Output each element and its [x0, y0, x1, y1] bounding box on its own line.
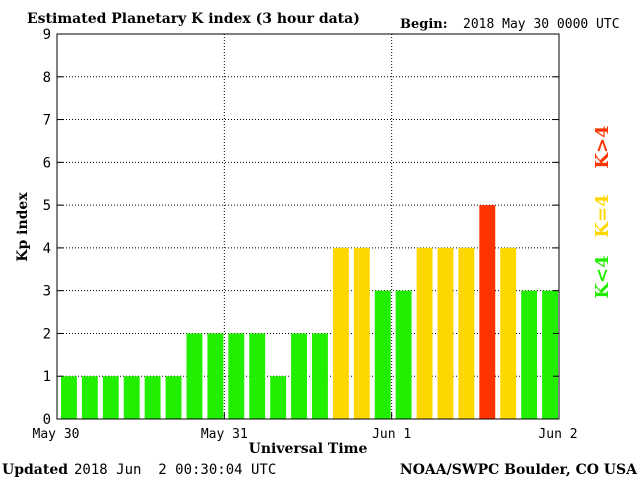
y-tick-label: 2 — [43, 326, 51, 342]
chart-title: Estimated Planetary K index (3 hour data… — [27, 11, 360, 27]
kp-bar — [500, 247, 517, 419]
updated-label: Updated — [2, 462, 68, 478]
kp-bar — [312, 333, 328, 419]
y-tick-label: 8 — [43, 70, 51, 86]
kp-bar — [144, 376, 161, 419]
kp-bar — [249, 333, 266, 419]
kp-bar — [395, 290, 412, 419]
plot-area-frame — [56, 33, 560, 420]
kp-bar — [542, 290, 558, 419]
legend-item: K>4 — [592, 125, 613, 168]
y-tick-label: 7 — [43, 113, 51, 129]
y-axis-label: Kp index — [15, 192, 31, 262]
begin-label: Begin: — [400, 17, 448, 32]
legend-item: K=4 — [592, 194, 613, 237]
y-tick-label: 3 — [43, 284, 51, 300]
kp-bar — [437, 247, 454, 419]
x-tick-label: Jun 1 — [372, 427, 411, 442]
y-tick-label: 6 — [43, 155, 51, 171]
kp-bar — [102, 376, 119, 419]
kp-bar — [228, 333, 245, 419]
y-tick-label: 9 — [43, 27, 51, 43]
kp-bar — [61, 376, 77, 419]
grid-lines — [57, 34, 559, 419]
y-tick-label: 5 — [43, 198, 51, 214]
credit-text: NOAA/SWPC Boulder, CO USA — [400, 462, 638, 478]
y-tick-label: 0 — [43, 412, 51, 428]
legend-item: K<4 — [592, 255, 613, 298]
kp-bar — [374, 290, 391, 419]
kp-bar — [270, 376, 287, 419]
kp-bar — [123, 376, 140, 419]
updated-timestamp: 2018 Jun 2 00:30:04 UTC — [74, 462, 276, 478]
kp-bar — [207, 333, 224, 419]
x-axis-ticks: May 30 May 31 Jun 1 Jun 2 — [33, 413, 578, 442]
kp-bar — [458, 247, 475, 419]
y-tick-label: 1 — [43, 369, 51, 385]
kp-bar — [81, 376, 98, 419]
x-tick-label: May 30 — [33, 427, 80, 442]
kp-bar — [291, 333, 307, 419]
y-tick-label: 4 — [43, 241, 51, 257]
y-axis-ticks: 0 1 2 3 4 5 6 7 8 9 — [43, 27, 559, 428]
kp-bar — [353, 247, 370, 419]
kp-bar — [521, 290, 538, 419]
kp-bar — [479, 205, 496, 419]
x-tick-label: Jun 2 — [538, 427, 577, 442]
kp-bar — [186, 333, 203, 419]
x-tick-label: May 31 — [201, 427, 248, 442]
kp-bar — [165, 376, 182, 419]
kp-bar — [332, 247, 349, 419]
begin-value: 2018 May 30 0000 UTC — [463, 17, 620, 32]
x-axis-label: Universal Time — [249, 441, 368, 457]
legend: K<4 K=4 K>4 — [592, 125, 613, 298]
kp-bar — [416, 247, 433, 419]
bars-group — [61, 205, 558, 419]
